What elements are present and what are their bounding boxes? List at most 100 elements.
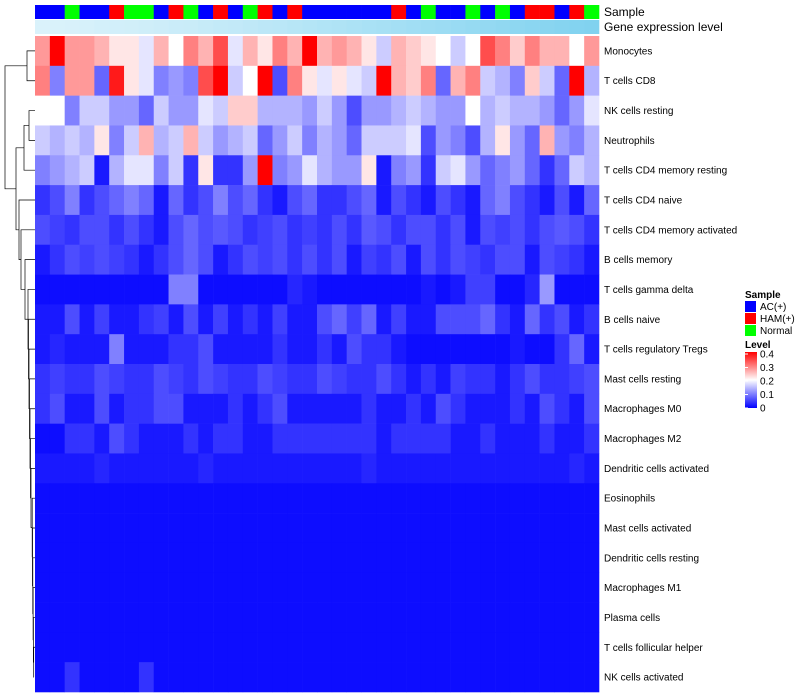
sample-annotation-cell bbox=[406, 5, 422, 19]
heatmap-cell bbox=[391, 36, 407, 67]
heatmap-cell bbox=[49, 334, 65, 365]
heatmap-cell bbox=[257, 95, 273, 126]
heatmap-cell bbox=[391, 334, 407, 365]
row-label: Macrophages M1 bbox=[604, 583, 682, 594]
heatmap-cell bbox=[331, 483, 347, 514]
heatmap-cell bbox=[554, 483, 570, 514]
heatmap-cell bbox=[465, 274, 481, 305]
heatmap-cell bbox=[168, 185, 184, 216]
heatmap-cell bbox=[64, 513, 80, 544]
heatmap-cell bbox=[124, 185, 140, 216]
heatmap-cell bbox=[465, 125, 481, 156]
heatmap-cell bbox=[420, 304, 437, 335]
heatmap-cell bbox=[198, 602, 214, 633]
heatmap-cell bbox=[109, 244, 125, 275]
heatmap-cell bbox=[272, 65, 288, 96]
heatmap-cell bbox=[584, 304, 600, 335]
expression-annotation-cell bbox=[317, 20, 333, 34]
heatmap-cell bbox=[153, 95, 169, 126]
heatmap-cell bbox=[287, 423, 303, 454]
heatmap-cell bbox=[495, 36, 511, 67]
row-label: B cells naive bbox=[604, 315, 661, 326]
heatmap-cell bbox=[346, 244, 362, 275]
heatmap-cell bbox=[509, 214, 526, 246]
sample-annotation-cell bbox=[64, 5, 80, 19]
heatmap-cell bbox=[524, 662, 540, 693]
expression-annotation-cell bbox=[138, 20, 155, 34]
heatmap-cell bbox=[35, 95, 51, 126]
sample-annotation-cell bbox=[79, 5, 95, 19]
expression-annotation-cell bbox=[361, 20, 377, 34]
heatmap-cell bbox=[480, 572, 496, 603]
sample-annotation-cell bbox=[124, 5, 140, 19]
heatmap-cell bbox=[524, 244, 540, 275]
heatmap-cell bbox=[227, 155, 244, 186]
heatmap-cell bbox=[584, 632, 600, 663]
heatmap-cell bbox=[569, 185, 585, 216]
heatmap-cell bbox=[435, 125, 451, 156]
heatmap-cell bbox=[287, 542, 303, 574]
heatmap-cell bbox=[450, 304, 466, 335]
heatmap-cell bbox=[109, 36, 125, 67]
sample-annotation-cell bbox=[242, 5, 258, 19]
heatmap-cell bbox=[509, 364, 526, 395]
heatmap-cell bbox=[94, 36, 110, 67]
heatmap-cell bbox=[554, 65, 570, 96]
annotation-label-expression: Gene expression level bbox=[604, 20, 723, 34]
heatmap-cell bbox=[124, 95, 140, 126]
heatmap-cell bbox=[94, 65, 110, 96]
row-label: T cells follicular helper bbox=[604, 643, 703, 654]
row-label: T cells CD4 memory resting bbox=[604, 166, 727, 177]
heatmap-cell bbox=[584, 36, 600, 67]
heatmap-cell bbox=[509, 453, 526, 484]
heatmap-cell bbox=[79, 364, 95, 395]
dendrogram-branch bbox=[33, 646, 35, 678]
heatmap-cell bbox=[554, 334, 570, 365]
heatmap-cell bbox=[361, 632, 377, 663]
heatmap-cell bbox=[153, 334, 169, 365]
heatmap-cell bbox=[287, 125, 303, 156]
heatmap-cell bbox=[420, 125, 437, 156]
heatmap-cell bbox=[64, 662, 80, 693]
heatmap-cell bbox=[124, 572, 140, 603]
heatmap-cell bbox=[361, 423, 377, 454]
sample-annotation-cell bbox=[272, 5, 288, 19]
heatmap-cell bbox=[569, 483, 585, 514]
heatmap-cell bbox=[584, 155, 600, 186]
heatmap-cell bbox=[509, 36, 526, 67]
sample-annotation-cell bbox=[569, 5, 585, 19]
expression-annotation-bar bbox=[35, 20, 600, 34]
heatmap-cell bbox=[183, 364, 199, 395]
heatmap-cell bbox=[168, 244, 184, 275]
heatmap-cell bbox=[153, 632, 169, 663]
heatmap-cell bbox=[331, 364, 347, 395]
heatmap-cell bbox=[213, 304, 229, 335]
heatmap-cell bbox=[524, 632, 540, 663]
heatmap-cell bbox=[124, 155, 140, 186]
sample-annotation-cell bbox=[227, 5, 244, 19]
expression-annotation-cell bbox=[435, 20, 451, 34]
heatmap-cell bbox=[124, 513, 140, 544]
heatmap-cell bbox=[331, 453, 347, 484]
expression-annotation-cell bbox=[376, 20, 392, 34]
heatmap-cell bbox=[198, 155, 214, 186]
heatmap-cell bbox=[124, 602, 140, 633]
row-label: Monocytes bbox=[604, 46, 652, 57]
heatmap-cell bbox=[465, 632, 481, 663]
heatmap-cell bbox=[509, 155, 526, 186]
heatmap-cell bbox=[584, 95, 600, 126]
heatmap-cell bbox=[124, 334, 140, 365]
heatmap-cell bbox=[138, 572, 155, 603]
heatmap-cell bbox=[35, 244, 51, 275]
heatmap-cell bbox=[124, 393, 140, 424]
heatmap-cell bbox=[257, 483, 273, 514]
heatmap-cell bbox=[346, 393, 362, 424]
heatmap-cell bbox=[257, 155, 273, 186]
expression-annotation-cell bbox=[198, 20, 214, 34]
heatmap-cell bbox=[242, 155, 258, 186]
heatmap-cell bbox=[79, 125, 95, 156]
heatmap-cell bbox=[376, 632, 392, 663]
heatmap-cell bbox=[227, 364, 244, 395]
heatmap-cell bbox=[509, 483, 526, 514]
expression-annotation-cell bbox=[124, 20, 140, 34]
